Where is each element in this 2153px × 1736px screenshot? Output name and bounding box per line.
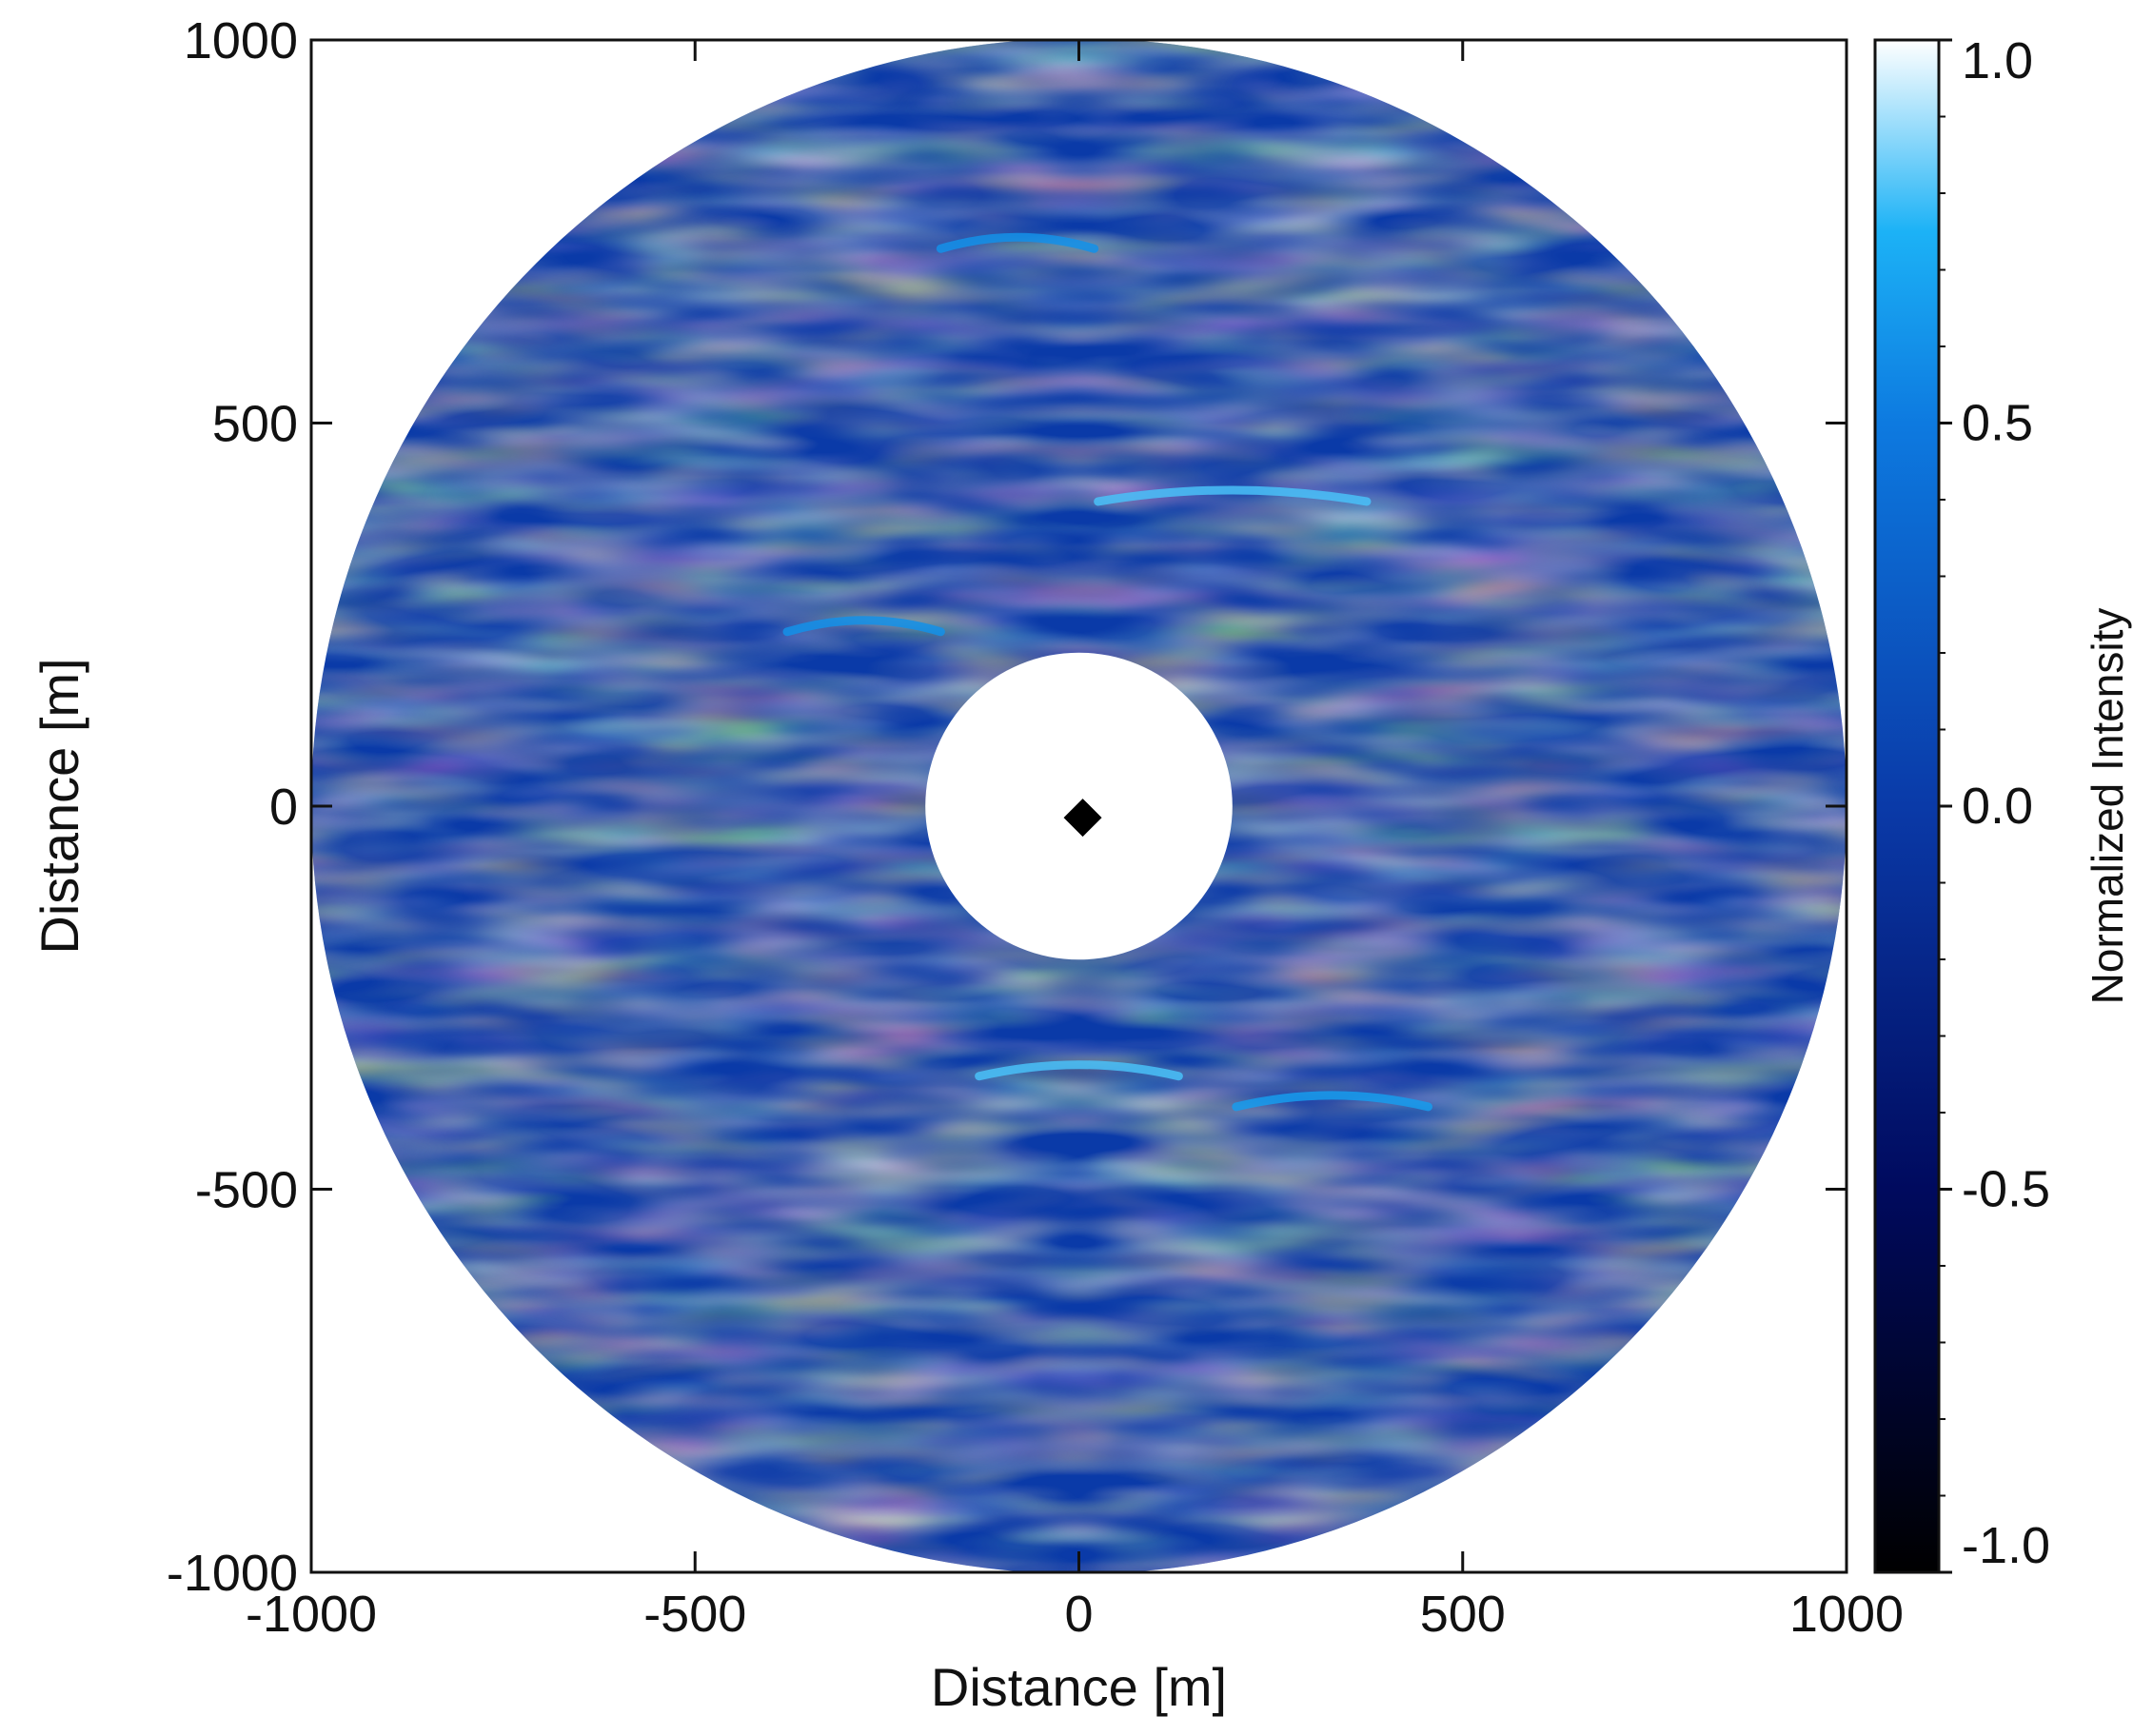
bright-arc-5 (936, 232, 1099, 253)
colorbar-ticks: -1.0 -0.5 0.0 0.5 1.0 (1939, 32, 2050, 1574)
y-tick-label: 500 (212, 396, 298, 453)
colorbar-tick-label: 0.0 (1962, 778, 2033, 835)
x-tick-label: -1000 (246, 1586, 377, 1643)
colorbar: -1.0 -0.5 0.0 0.5 1.0 Normalized Intensity (1873, 32, 2132, 1574)
y-tick-label: 1000 (184, 12, 298, 69)
y-tick-label: -1000 (167, 1545, 298, 1602)
x-tick-label: -500 (643, 1586, 746, 1643)
bright-arc-1 (1094, 485, 1372, 506)
colorbar-tick-label: 1.0 (1962, 32, 2033, 89)
colorbar-tick-label: 0.5 (1962, 395, 2033, 452)
colorbar-tick-label: -0.5 (1962, 1161, 2050, 1218)
bright-arc-4 (782, 616, 945, 637)
y-axis: -1000 -500 0 500 1000 (167, 12, 1847, 1602)
center-marker-diamond (1063, 799, 1102, 838)
y-tick-label: 0 (269, 779, 298, 836)
colorbar-tick-label: -1.0 (1962, 1517, 2050, 1574)
bright-arcs (782, 232, 1432, 1112)
bright-arc-3 (1232, 1091, 1432, 1112)
x-axis: -1000 -500 0 500 1000 (246, 40, 1904, 1643)
x-tick-label: 500 (1420, 1586, 1506, 1643)
bright-arc-2 (975, 1060, 1183, 1081)
plot-area (309, 38, 1848, 1574)
y-tick-label: -500 (195, 1162, 298, 1219)
x-tick-label: 0 (1064, 1586, 1093, 1643)
y-axis-label: Distance [m] (30, 658, 89, 954)
colorbar-gradient (1873, 38, 1941, 1574)
x-axis-label: Distance [m] (931, 1657, 1227, 1717)
x-tick-label: 1000 (1789, 1586, 1904, 1643)
colorbar-label: Normalized Intensity (2083, 608, 2132, 1005)
